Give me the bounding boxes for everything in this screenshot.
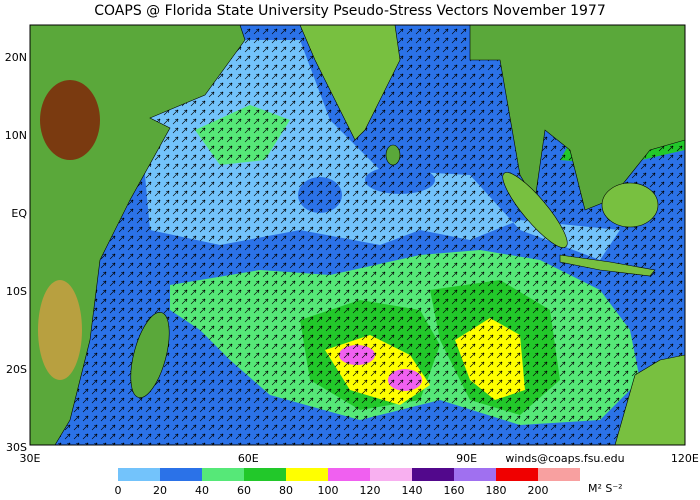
credit: winds@coaps.fsu.edu <box>505 452 624 465</box>
title: COAPS @ Florida State University Pseudo-… <box>94 3 606 19</box>
highland <box>40 80 100 160</box>
colorbar-swatch <box>412 468 454 481</box>
colorbar-tick-label: 100 <box>318 484 339 497</box>
land-se-asia <box>469 25 685 211</box>
colorbar-swatch <box>538 468 580 481</box>
colorbar-tick-label: 160 <box>444 484 465 497</box>
land-madagascar <box>130 311 170 399</box>
land-srilanka <box>385 144 401 166</box>
lon-label: 90E <box>456 452 477 465</box>
lat-label: 20N <box>5 51 27 64</box>
lon-label: 120E <box>671 452 699 465</box>
colorbar-tick-label: 0 <box>115 484 122 497</box>
highland <box>38 280 82 380</box>
colorbar-tick-label: 180 <box>486 484 507 497</box>
lat-label: 20S <box>6 363 27 376</box>
lon-label: 30E <box>20 452 41 465</box>
lat-label: 30S <box>6 441 27 454</box>
land-borneo <box>601 182 659 228</box>
colorbar-swatch <box>496 468 538 481</box>
colorbar-swatch <box>328 468 370 481</box>
colorbar-tick-label: 140 <box>402 484 423 497</box>
land-sumatra <box>502 172 568 248</box>
colorbar-swatch <box>370 468 412 481</box>
lat-label: 10S <box>6 285 27 298</box>
colorbar-swatch <box>286 468 328 481</box>
colorbar-swatch <box>244 468 286 481</box>
colorbar-tick-label: 40 <box>195 484 209 497</box>
map-frame <box>29 24 686 446</box>
colorbar-unit: M² S⁻² <box>588 482 623 495</box>
colorbar-tick-label: 60 <box>237 484 251 497</box>
colorbar-tick-label: 80 <box>279 484 293 497</box>
lon-label: 60E <box>238 452 259 465</box>
colorbar-tick-label: 200 <box>528 484 549 497</box>
colorbar-tick-label: 20 <box>153 484 167 497</box>
colorbar-swatch <box>118 468 160 481</box>
map-area <box>30 25 685 445</box>
colorbar-swatch <box>202 468 244 481</box>
land-australia <box>614 354 685 445</box>
lat-label: EQ <box>11 207 27 220</box>
colorbar-tick-label: 120 <box>360 484 381 497</box>
lat-label: 10N <box>5 129 27 142</box>
colorbar-swatch <box>454 468 496 481</box>
land-india <box>299 25 401 141</box>
land-java <box>559 254 656 277</box>
colorbar-swatch <box>160 468 202 481</box>
